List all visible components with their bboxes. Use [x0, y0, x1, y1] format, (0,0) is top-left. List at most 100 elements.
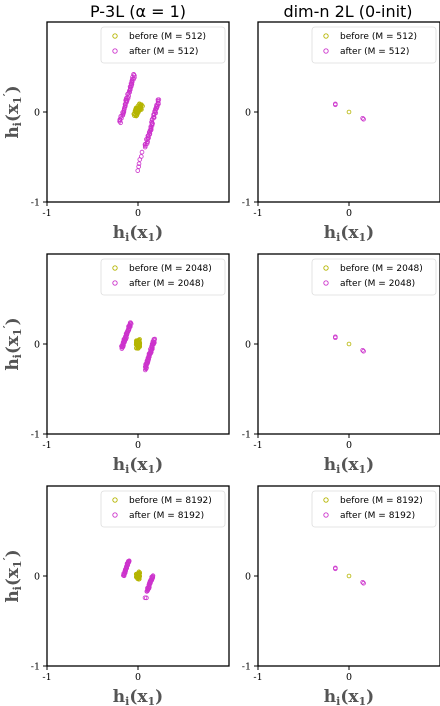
data-point-after: [361, 348, 366, 354]
data-point-before: [140, 103, 145, 109]
data-point-after: [149, 122, 155, 127]
data-point-after: [128, 84, 134, 89]
panel-r2c2: -1 0 -1 0 hi(x1) before (M = 2048) after (M = …: [242, 253, 440, 476]
data-point-after: [333, 101, 338, 107]
y-tick-label: 0: [245, 108, 251, 119]
panel-r3c1: -1 0 -1 0 hi(x1) hi(x1′) before (M = 8192) afte…: [1, 485, 230, 706]
x-tick-label: 0: [135, 208, 141, 219]
x-axis-label: hi(x1): [324, 687, 374, 706]
data-point-after: [360, 347, 365, 353]
y-tick-label: -1: [242, 430, 251, 441]
x-axis-label: hi(x1): [113, 455, 163, 476]
legend-marker-after: [112, 280, 118, 286]
legend-marker-after: [112, 48, 118, 54]
legend-label-after: after (M = 8192): [340, 511, 415, 521]
legend-label-before: before (M = 8192): [340, 496, 423, 506]
x-tick-label: -1: [42, 208, 51, 219]
y-axis-label: hi(x1′): [1, 549, 24, 602]
y-axis-label: hi(x1′): [1, 317, 24, 370]
data-point-after: [136, 161, 142, 167]
y-tick-label: 0: [34, 340, 40, 351]
y-tick-label: 0: [245, 572, 251, 583]
data-point-after: [125, 91, 131, 96]
data-point-after: [360, 116, 365, 121]
legend-marker-before: [323, 33, 329, 39]
x-tick-label: 0: [135, 440, 141, 451]
legend-box: [100, 258, 226, 296]
data-point-after: [151, 114, 157, 120]
legend: before (M = 2048) after (M = 2048): [100, 258, 226, 296]
x-axis-label: hi(x1): [113, 223, 163, 244]
legend-label-before: before (M = 2048): [129, 264, 212, 274]
data-point-after: [142, 595, 148, 601]
data-point-after: [333, 565, 338, 571]
legend: before (M = 512) after (M = 512): [100, 26, 226, 64]
x-tick-label: 0: [346, 440, 352, 451]
legend-marker-before: [112, 497, 118, 503]
legend-label-after: after (M = 512): [340, 47, 409, 57]
data-point-after: [117, 117, 123, 122]
legend-label-after: after (M = 2048): [129, 279, 204, 289]
legend-box: [311, 258, 437, 296]
data-point-after: [361, 116, 366, 122]
data-point-after: [361, 580, 366, 586]
legend-label-after: after (M = 2048): [340, 279, 415, 289]
data-point-after: [150, 573, 156, 579]
y-axis-label: hi(x1′): [1, 85, 24, 138]
legend-label-after: after (M = 512): [129, 47, 198, 57]
legend: before (M = 8192) after (M = 8192): [311, 490, 437, 528]
x-axis-label: hi(x1): [324, 223, 374, 244]
y-tick-label: -1: [242, 662, 251, 673]
legend-box: [311, 490, 437, 528]
panel-r2c1: -1 0 -1 0 hi(x1) hi(x1′) before (M = 2048) afte…: [1, 253, 230, 476]
column-title-left: P-3L (α = 1): [90, 2, 186, 21]
legend: before (M = 512) after (M = 512): [311, 26, 437, 64]
data-point-after: [136, 164, 141, 169]
data-point-after: [152, 336, 158, 342]
legend-label-before: before (M = 2048): [340, 264, 423, 274]
x-tick-label: 0: [346, 672, 352, 683]
y-tick-label: 0: [34, 572, 40, 583]
data-point-after: [131, 72, 137, 77]
panel-r1c1: -1 0 -1 0 hi(x1) hi(x1′) before (M = 512) after…: [1, 21, 230, 244]
legend-marker-before: [323, 497, 329, 503]
legend-marker-after: [323, 280, 329, 286]
legend-marker-before: [112, 33, 118, 39]
data-point-after: [128, 320, 133, 326]
legend: before (M = 8192) after (M = 8192): [100, 490, 226, 528]
legend-label-before: before (M = 8192): [129, 496, 212, 506]
data-point-before: [346, 109, 352, 115]
y-tick-label: 0: [245, 340, 251, 351]
data-point-after: [151, 339, 156, 344]
y-tick-label: -1: [31, 430, 40, 441]
x-tick-label: -1: [253, 208, 262, 219]
legend-label-before: before (M = 512): [129, 32, 206, 42]
data-point-after: [155, 100, 161, 106]
legend: before (M = 2048) after (M = 2048): [311, 258, 437, 296]
data-point-after: [126, 558, 132, 564]
panel-r1c2: -1 0 -1 0 hi(x1) before (M = 512) after (M = 5…: [242, 21, 440, 244]
data-point-after: [149, 119, 155, 125]
data-point-before: [136, 337, 142, 343]
panel-r3c2: -1 0 -1 0 hi(x1) before (M = 8192) after (M = …: [242, 485, 440, 706]
x-tick-label: -1: [42, 672, 51, 683]
legend-box: [311, 26, 437, 64]
data-point-after: [360, 579, 365, 585]
legend-label-before: before (M = 512): [340, 32, 417, 42]
data-point-after: [333, 334, 338, 340]
legend-box: [100, 490, 226, 528]
x-axis-label: hi(x1): [324, 455, 374, 476]
column-title-right: dim-n 2L (0-init): [283, 2, 412, 21]
y-tick-label: -1: [242, 198, 251, 209]
data-point-after: [135, 168, 141, 173]
data-point-after: [156, 97, 162, 102]
data-point-after: [139, 154, 144, 159]
legend-marker-before: [112, 265, 118, 271]
legend-marker-after: [112, 512, 118, 518]
data-point-before: [346, 573, 352, 579]
legend-marker-after: [323, 512, 329, 518]
data-point-before: [136, 569, 142, 575]
data-point-after: [144, 595, 149, 601]
x-tick-label: -1: [253, 672, 262, 683]
